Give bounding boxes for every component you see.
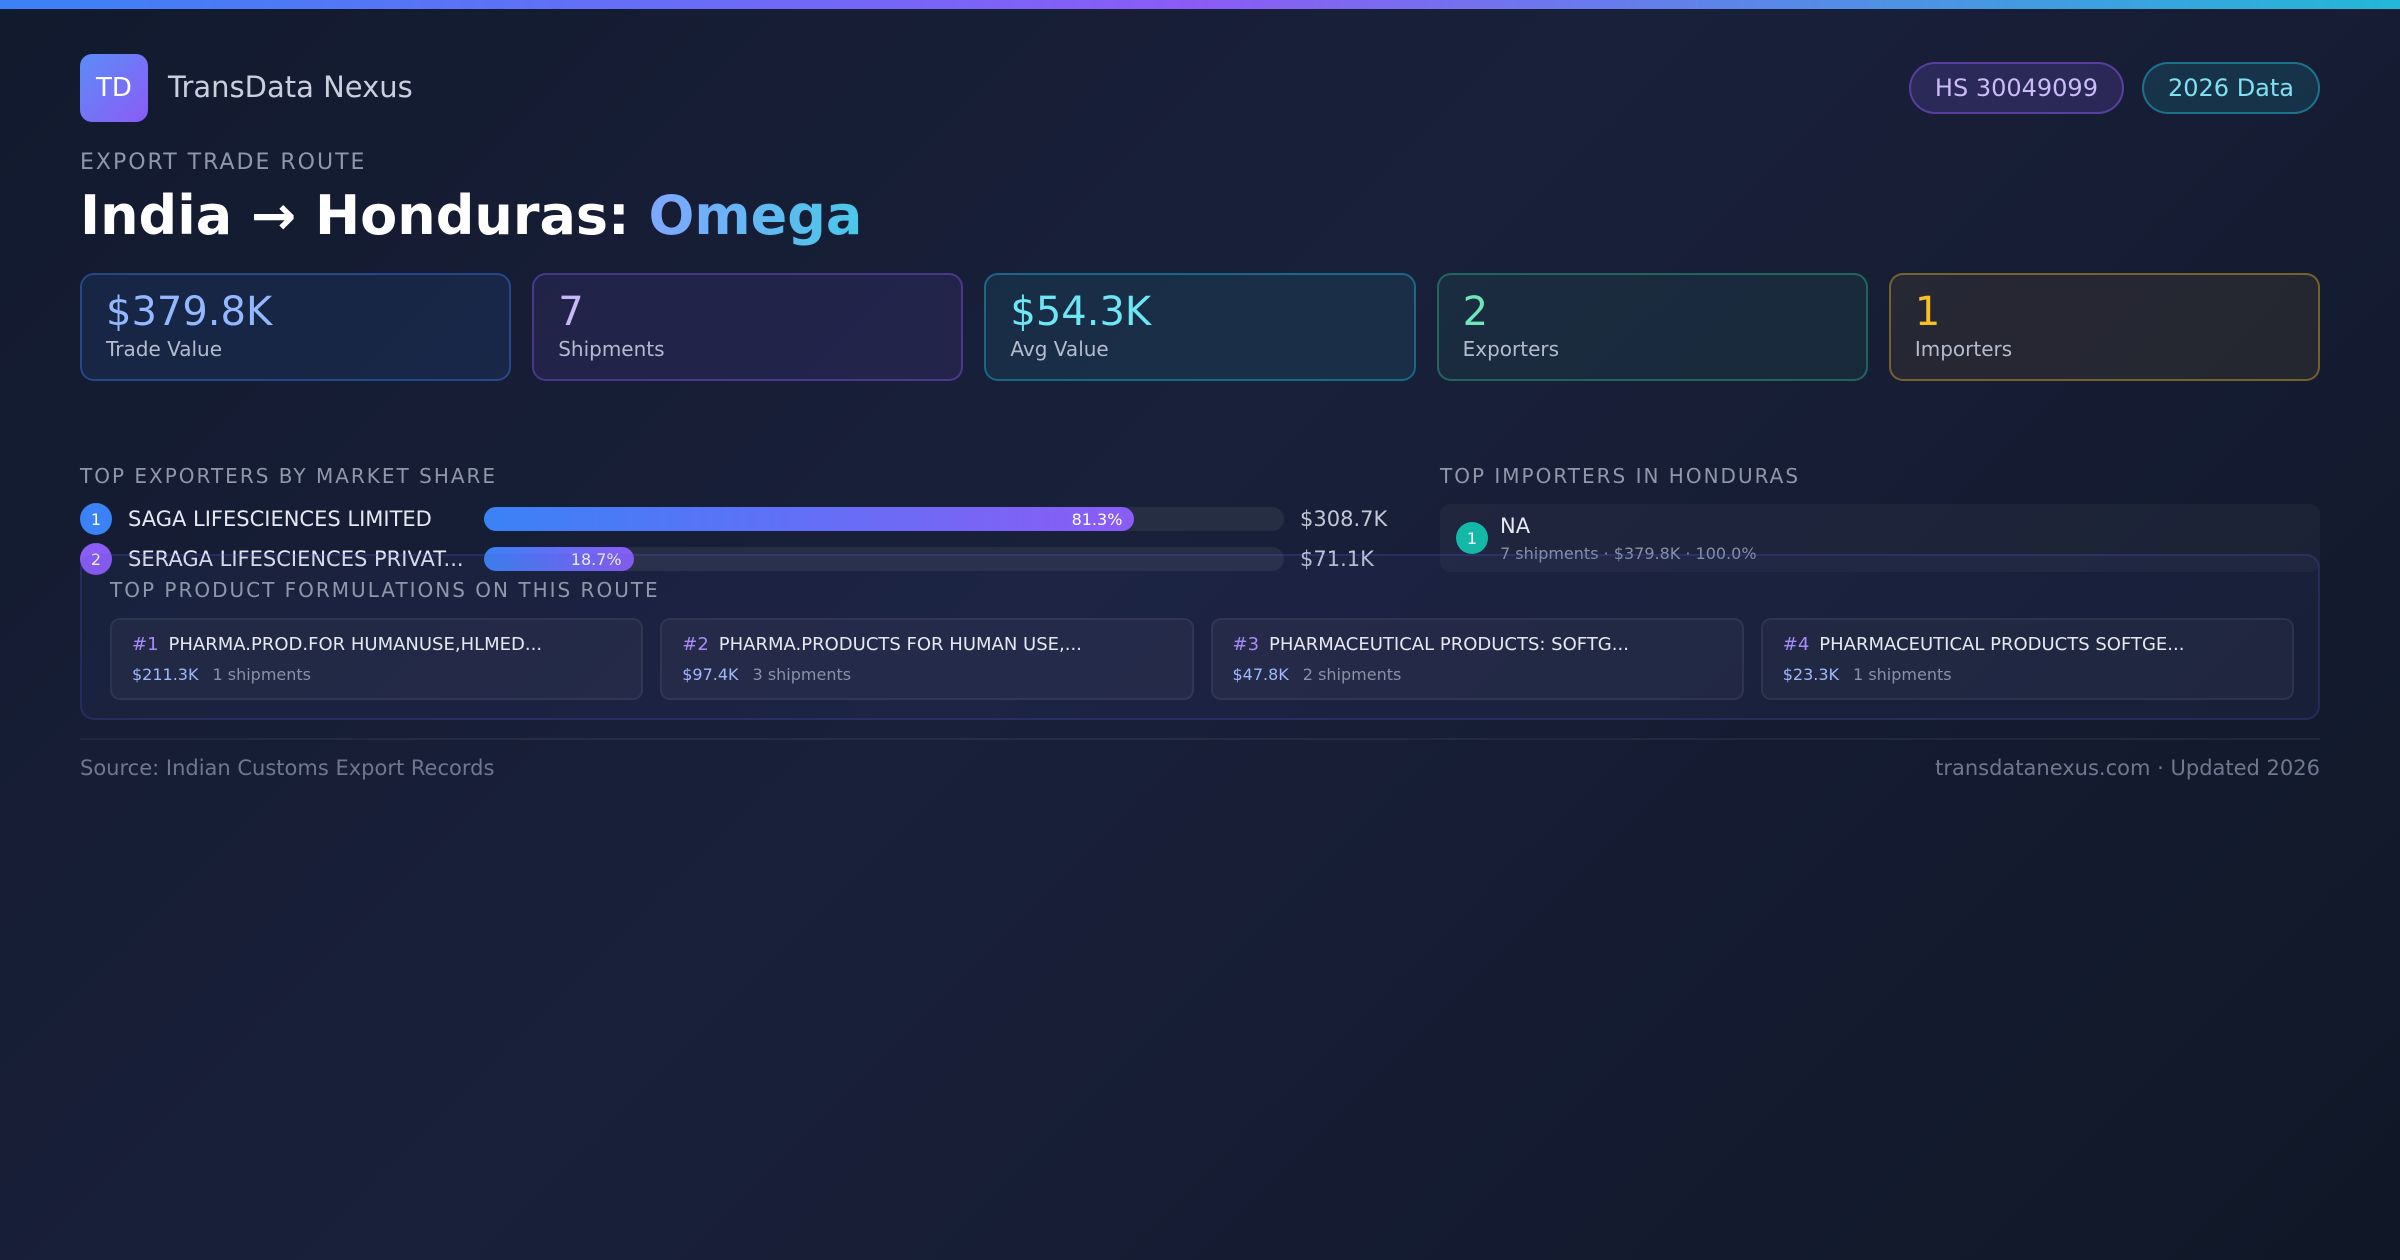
products-heading: TOP PRODUCT FORMULATIONS ON THIS ROUTE — [110, 578, 660, 602]
exporter-rank-badge: 1 — [80, 503, 112, 535]
brand-name[interactable]: TransData Nexus — [168, 70, 413, 104]
exporters-heading: TOP EXPORTERS BY MARKET SHARE — [80, 464, 498, 488]
footer-divider — [80, 738, 2320, 740]
product-list: #1 PHARMA.PROD.FOR HUMANUSE,HLMED... $211… — [110, 618, 2294, 700]
importer-card[interactable]: 1 NA 7 shipments · $379.8K · 100.0% — [1440, 504, 2320, 572]
product-value: $97.4K — [682, 665, 739, 684]
product-shipments: 2 shipments — [1302, 665, 1402, 684]
product-title: #2 PHARMA.PRODUCTS FOR HUMAN USE,... — [682, 634, 1171, 655]
kpi-trade-value: $379.8K Trade Value — [80, 273, 512, 381]
importer-meta: 7 shipments · $379.8K · 100.0% — [1500, 544, 1757, 563]
product-name: PHARMA.PRODUCTS FOR HUMAN USE,... — [718, 634, 1082, 655]
kpi-value: 1 — [1914, 289, 1941, 335]
kpi-value: $54.3K — [1010, 289, 1152, 335]
kpi-label: Exporters — [1462, 337, 1560, 361]
route-title-highlight: Omega — [648, 184, 863, 247]
product-meta: $47.8K 2 shipments — [1233, 665, 1722, 684]
product-shipments: 1 shipments — [1853, 665, 1952, 684]
exporter-row[interactable]: 2 SERAGA LIFESCIENCES PRIVAT... 18.7% $7… — [80, 542, 1380, 576]
kpi-value: $379.8K — [106, 289, 273, 335]
page-title: India → Honduras: Omega — [80, 184, 862, 247]
product-shipments: 3 shipments — [752, 665, 852, 684]
route-title-prefix: India → Honduras: — [80, 184, 649, 247]
market-share-bar-track: 81.3% — [484, 507, 1284, 531]
product-title: #4 PHARMACEUTICAL PRODUCTS SOFTGE... — [1783, 634, 2272, 655]
data-year-badge: 2026 Data — [2141, 62, 2320, 114]
importer-name: NA — [1500, 514, 1531, 538]
product-title: #1 PHARMA.PROD.FOR HUMANUSE,HLMED... — [132, 634, 621, 655]
importers-heading: TOP IMPORTERS IN HONDURAS — [1440, 464, 1801, 488]
exporter-row[interactable]: 1 SAGA LIFESCIENCES LIMITED 81.3% $308.7… — [80, 502, 1387, 536]
header-tags: HS 30049099 2026 Data — [1908, 62, 2320, 114]
product-meta: $211.3K 1 shipments — [132, 665, 621, 684]
kpi-row: $379.8K Trade Value 7 Shipments $54.3K A… — [80, 273, 2321, 381]
hs-code-badge: HS 30049099 — [1908, 62, 2124, 114]
exporter-name: SAGA LIFESCIENCES LIMITED — [128, 507, 432, 531]
kpi-label: Shipments — [558, 337, 665, 361]
market-share-label: 18.7% — [570, 549, 622, 569]
product-name: PHARMACEUTICAL PRODUCTS SOFTGE... — [1819, 634, 2185, 655]
market-share-label: 81.3% — [1071, 509, 1123, 529]
kpi-importers: 1 Importers — [1888, 273, 2321, 381]
market-share-bar-fill: 81.3% — [484, 507, 1135, 531]
product-shipments: 1 shipments — [212, 665, 312, 684]
market-share-bar-track: 18.7% — [484, 547, 1284, 571]
product-card[interactable]: #4 PHARMACEUTICAL PRODUCTS SOFTGE... $23.… — [1760, 618, 2294, 700]
product-name: PHARMACEUTICAL PRODUCTS: SOFTG... — [1269, 634, 1629, 655]
top-accent-strip — [0, 0, 2400, 9]
importer-rank-badge: 1 — [1456, 522, 1488, 554]
page: TD TransData Nexus HS 30049099 2026 Data… — [80, 54, 2321, 780]
product-name: PHARMA.PROD.FOR HUMANUSE,HLMED... — [168, 634, 543, 655]
kpi-value: 7 — [558, 289, 584, 335]
market-share-bar-fill: 18.7% — [484, 547, 634, 571]
product-rank: #3 — [1232, 634, 1260, 655]
product-rank: #4 — [1782, 634, 1810, 655]
route-eyebrow: EXPORT TRADE ROUTE — [80, 150, 367, 175]
product-rank: #1 — [132, 634, 159, 655]
product-card[interactable]: #1 PHARMA.PROD.FOR HUMANUSE,HLMED... $211… — [110, 618, 644, 700]
product-value: $47.8K — [1232, 665, 1289, 684]
exporter-value: $308.7K — [1300, 507, 1388, 531]
top-products-section: TOP PRODUCT FORMULATIONS ON THIS ROUTE #… — [80, 554, 2320, 720]
exporter-name: SERAGA LIFESCIENCES PRIVAT... — [128, 547, 464, 571]
kpi-shipments: 7 Shipments — [532, 273, 964, 381]
product-rank: #2 — [682, 634, 709, 655]
product-value: $23.3K — [1782, 665, 1840, 684]
product-card[interactable]: #2 PHARMA.PRODUCTS FOR HUMAN USE,... $97.… — [660, 618, 1194, 700]
kpi-label: Avg Value — [1010, 337, 1109, 361]
footer-source: Source: Indian Customs Export Records — [80, 756, 495, 780]
product-meta: $23.3K 1 shipments — [1783, 665, 2272, 684]
product-value: $211.3K — [132, 665, 199, 684]
kpi-value: 2 — [1462, 289, 1489, 335]
footer-site-link[interactable]: transdatanexus.com · Updated 2026 — [1935, 756, 2320, 780]
kpi-label: Importers — [1914, 337, 2013, 361]
exporter-value: $71.1K — [1300, 547, 1374, 571]
kpi-label: Trade Value — [106, 337, 223, 361]
kpi-exporters: 2 Exporters — [1436, 273, 1868, 381]
brand-logo[interactable]: TD — [80, 54, 148, 122]
product-meta: $97.4K 3 shipments — [682, 665, 1171, 684]
header: TD TransData Nexus HS 30049099 2026 Data — [80, 54, 2320, 122]
product-title: #3 PHARMACEUTICAL PRODUCTS: SOFTG... — [1233, 634, 1722, 655]
product-card[interactable]: #3 PHARMACEUTICAL PRODUCTS: SOFTG... $47.… — [1210, 618, 1744, 700]
kpi-avg-value: $54.3K Avg Value — [984, 273, 1416, 381]
